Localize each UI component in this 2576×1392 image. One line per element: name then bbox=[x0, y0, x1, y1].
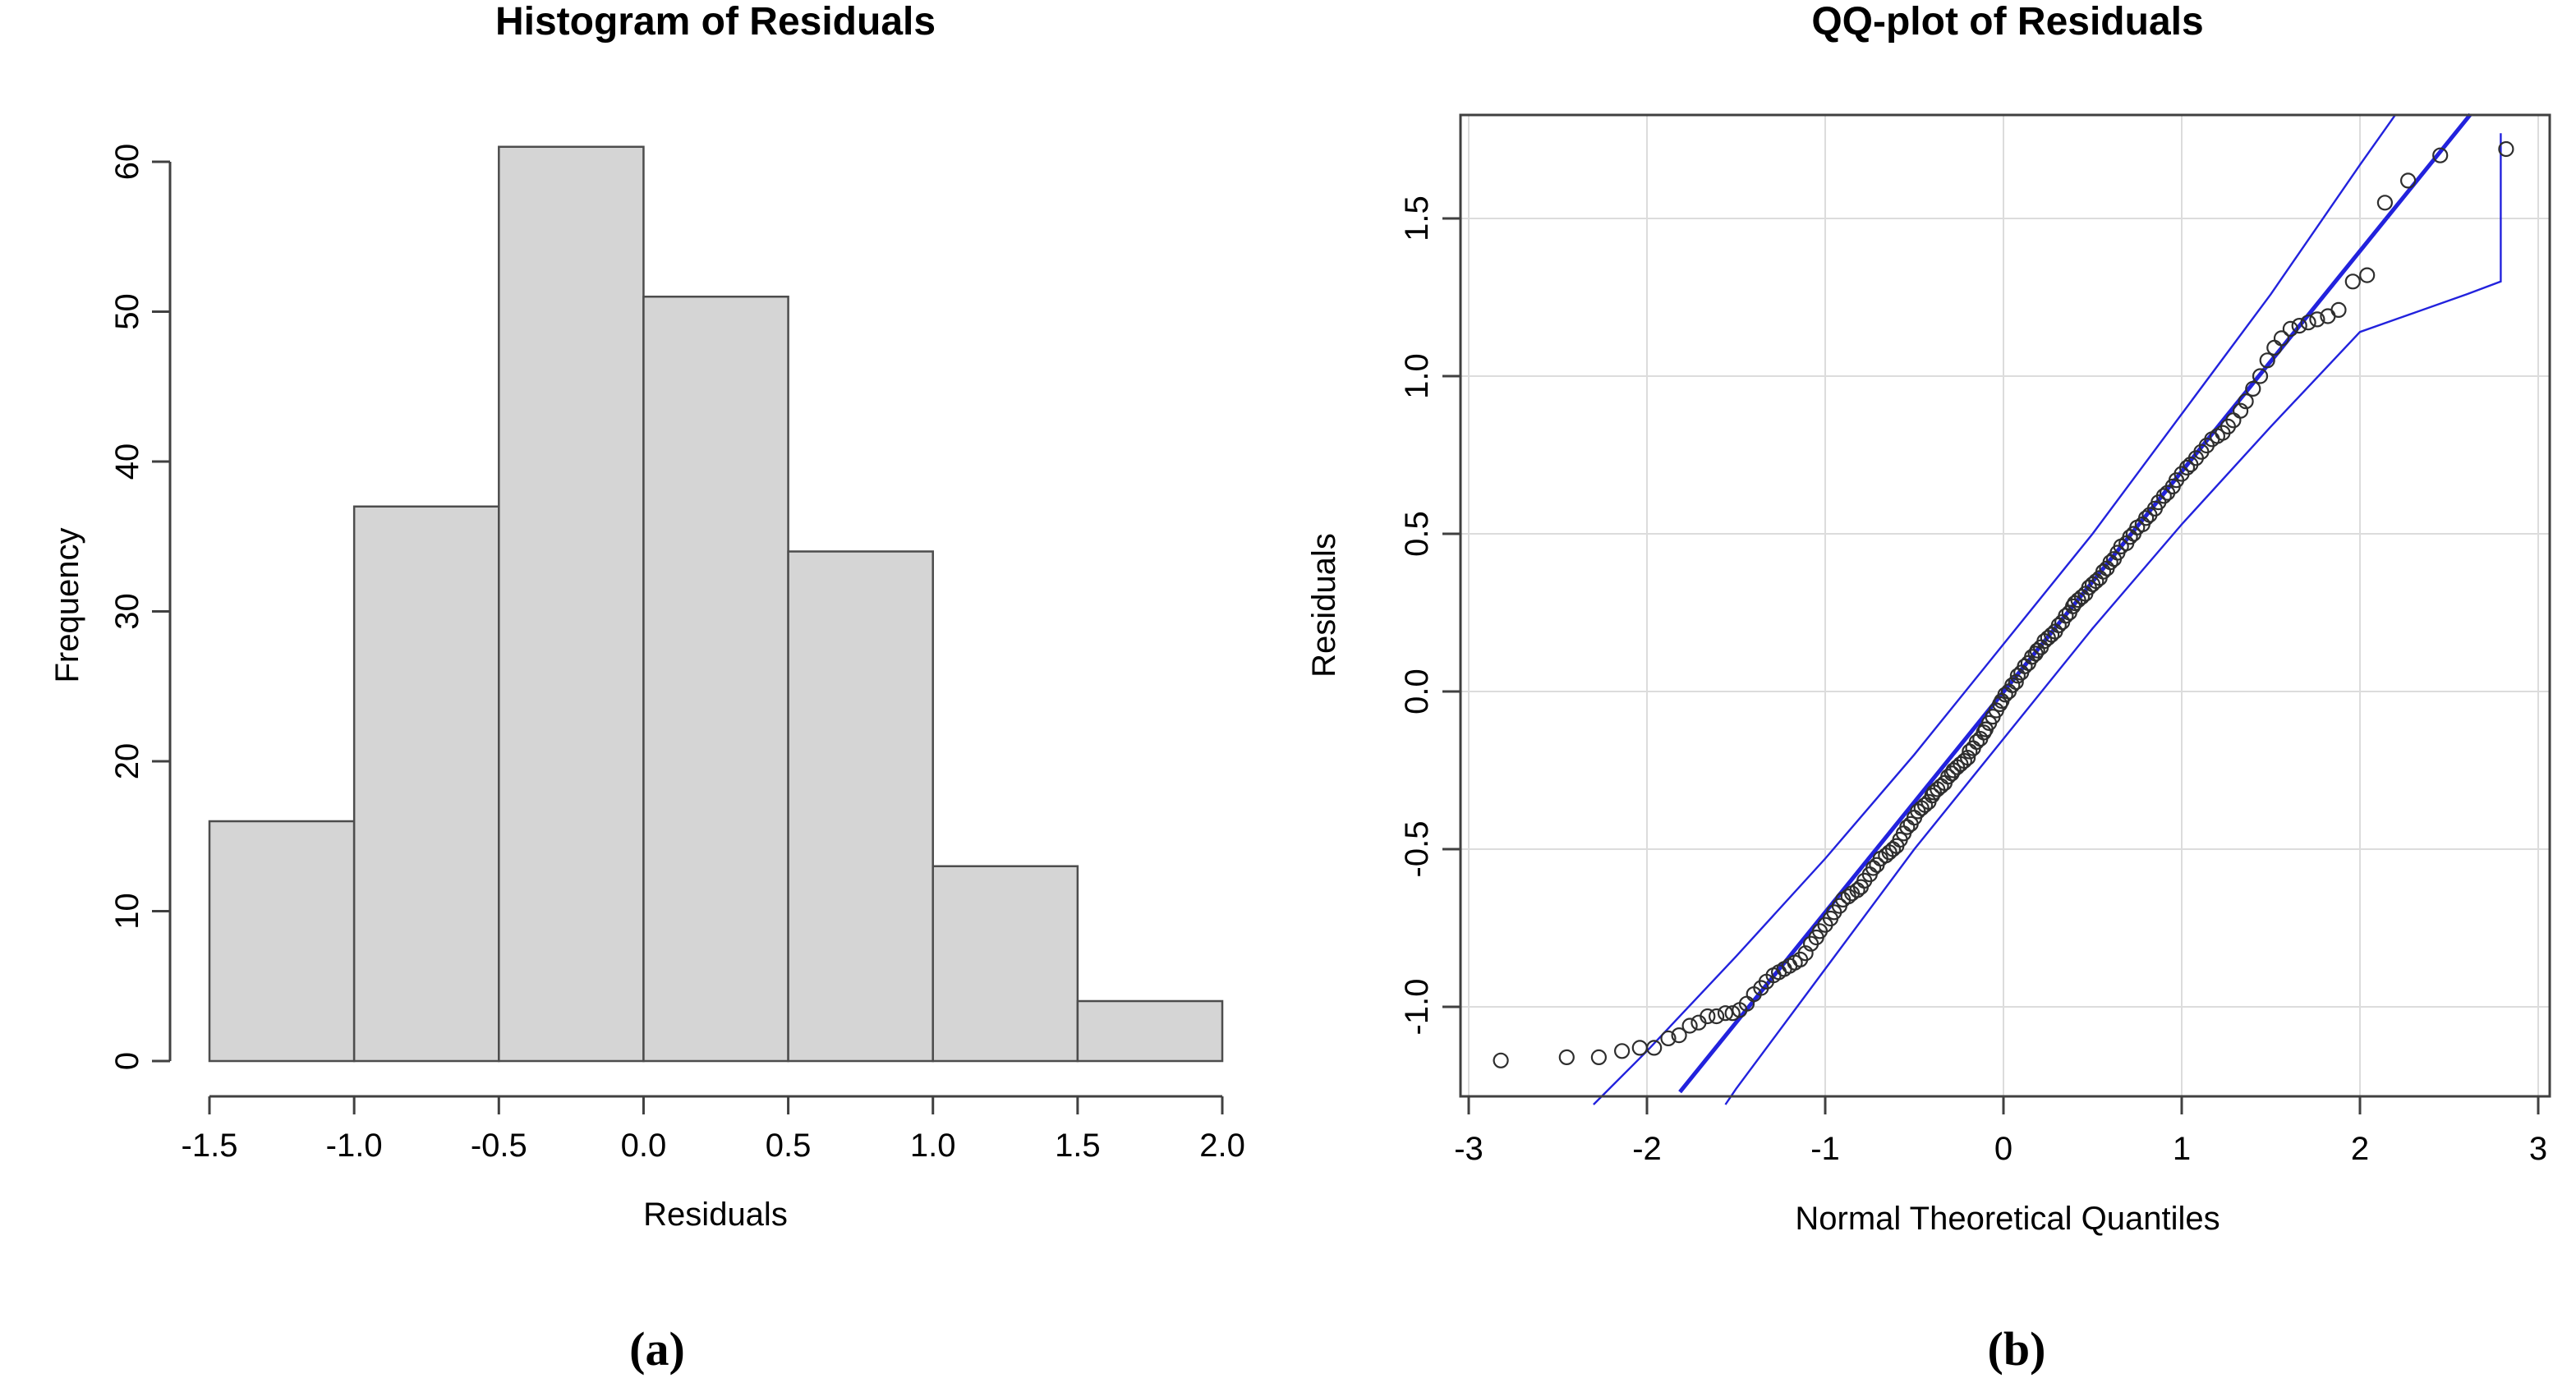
y-tick-label: 0 bbox=[109, 1052, 145, 1070]
qq-point bbox=[2309, 311, 2325, 328]
x-tick-label: -3 bbox=[1454, 1131, 1484, 1167]
qq-point bbox=[2282, 320, 2298, 337]
panel-label-b: (b) bbox=[1988, 1322, 2046, 1376]
qq-point bbox=[1590, 1049, 1608, 1066]
qq-point bbox=[1797, 945, 1814, 962]
y-tick-label: 50 bbox=[109, 293, 145, 330]
histogram-bar bbox=[1076, 999, 1224, 1063]
x-tick-label: 0.5 bbox=[766, 1128, 812, 1164]
qq-yaxis-label: Residuals bbox=[1306, 533, 1342, 678]
qq-point bbox=[1960, 749, 1976, 766]
histogram-title: Histogram of Residuals bbox=[495, 0, 936, 44]
histogram-yaxis-label: Frequency bbox=[49, 528, 85, 683]
qq-point bbox=[2245, 380, 2261, 397]
qq-point bbox=[2400, 172, 2417, 189]
qq-point bbox=[2008, 673, 2024, 691]
qq-point bbox=[1493, 1052, 1509, 1068]
qq-panel: -3 -2 -1 0 1 2 3 -1.0 -0.5 0.0 0.5 1.0 1.5 bbox=[1399, 113, 2551, 1167]
qq-point bbox=[1976, 724, 1992, 741]
y-tick-label: 10 bbox=[109, 893, 145, 930]
qq-point bbox=[1700, 1008, 1716, 1025]
x-tick-label: -1.5 bbox=[182, 1128, 238, 1164]
histogram-xaxis-label: Residuals bbox=[643, 1197, 788, 1233]
qq-point bbox=[1558, 1049, 1575, 1066]
panel-label-a: (a) bbox=[629, 1322, 685, 1376]
qq-point bbox=[2178, 459, 2196, 476]
x-tick-label: -0.5 bbox=[471, 1128, 527, 1164]
qq-point bbox=[2330, 301, 2347, 318]
y-tick-label: -0.5 bbox=[1399, 821, 1435, 878]
qq-envelope-upper-line bbox=[1593, 113, 2397, 1105]
x-tick-label: -2 bbox=[1632, 1131, 1662, 1167]
qq-point bbox=[1709, 1008, 1725, 1025]
x-tick-label: 3 bbox=[2529, 1131, 2547, 1167]
y-tick-label: 0.5 bbox=[1399, 511, 1435, 557]
qq-point bbox=[1717, 1005, 1734, 1022]
histogram-bars bbox=[208, 145, 1224, 1063]
qq-point bbox=[1671, 1027, 1687, 1044]
y-tick-label: 30 bbox=[109, 593, 145, 630]
qq-point bbox=[2291, 318, 2307, 334]
qq-reference-line bbox=[1678, 113, 2472, 1094]
qq-plot-box bbox=[1459, 113, 2551, 1098]
y-tick-label: 40 bbox=[109, 443, 145, 480]
qq-point bbox=[1724, 1005, 1741, 1022]
qq-point bbox=[1646, 1040, 1663, 1056]
qq-point bbox=[2138, 510, 2155, 526]
histogram-panel: 0 10 20 30 40 50 60 -1.5 -1.0 -0.5 0.0 0.5 1.0 1.5 2.0 bbox=[109, 144, 1245, 1164]
qq-point bbox=[2004, 677, 2021, 693]
y-tick-label: 1.5 bbox=[1399, 195, 1435, 241]
y-tick-label: -1.0 bbox=[1399, 979, 1435, 1036]
qq-xaxis-label: Normal Theoretical Quantiles bbox=[1795, 1201, 2220, 1237]
qq-point bbox=[2238, 393, 2254, 410]
x-tick-label: 1 bbox=[2173, 1131, 2191, 1167]
qq-envelope-lower-line bbox=[1724, 133, 2502, 1105]
qq-point bbox=[2252, 368, 2269, 384]
x-tick-label: 1.0 bbox=[910, 1128, 956, 1164]
qq-point bbox=[2432, 147, 2449, 163]
x-tick-label: 1.5 bbox=[1055, 1128, 1101, 1164]
histogram-bar bbox=[642, 296, 789, 1063]
qq-point bbox=[2498, 140, 2514, 158]
qq-point bbox=[2359, 267, 2376, 283]
qq-point bbox=[2233, 402, 2249, 419]
x-tick-label: 0 bbox=[1994, 1131, 2012, 1167]
qq-point bbox=[1660, 1030, 1677, 1047]
x-tick-label: -1.0 bbox=[326, 1128, 383, 1164]
qq-points bbox=[1493, 140, 2514, 1068]
qq-point bbox=[2376, 195, 2393, 211]
qq-point bbox=[2155, 488, 2172, 504]
y-tick-label: 20 bbox=[109, 743, 145, 780]
qq-point bbox=[1613, 1043, 1631, 1059]
qq-point bbox=[1631, 1040, 1648, 1056]
qq-point bbox=[1956, 752, 1972, 770]
y-tick-label: 0.0 bbox=[1399, 668, 1435, 714]
qq-point bbox=[2300, 315, 2316, 331]
qq-point bbox=[2344, 273, 2361, 290]
y-tick-label: 60 bbox=[109, 144, 145, 181]
histogram-bar bbox=[498, 145, 645, 1063]
histogram-bar bbox=[352, 505, 500, 1063]
histogram-bar bbox=[932, 865, 1079, 1063]
y-tick-label: 1.0 bbox=[1399, 353, 1435, 399]
histogram-bar bbox=[208, 820, 356, 1063]
qq-point bbox=[1681, 1018, 1698, 1034]
histogram-bar bbox=[787, 550, 934, 1063]
x-tick-label: 2.0 bbox=[1199, 1128, 1245, 1164]
qq-point bbox=[2259, 352, 2275, 369]
x-tick-label: 2 bbox=[2351, 1131, 2369, 1167]
x-tick-label: -1 bbox=[1810, 1131, 1840, 1167]
qq-title: QQ-plot of Residuals bbox=[1811, 0, 2203, 44]
qq-point bbox=[2273, 330, 2290, 347]
x-tick-label: 0.0 bbox=[621, 1128, 667, 1164]
qq-gridlines bbox=[1460, 115, 2550, 1096]
